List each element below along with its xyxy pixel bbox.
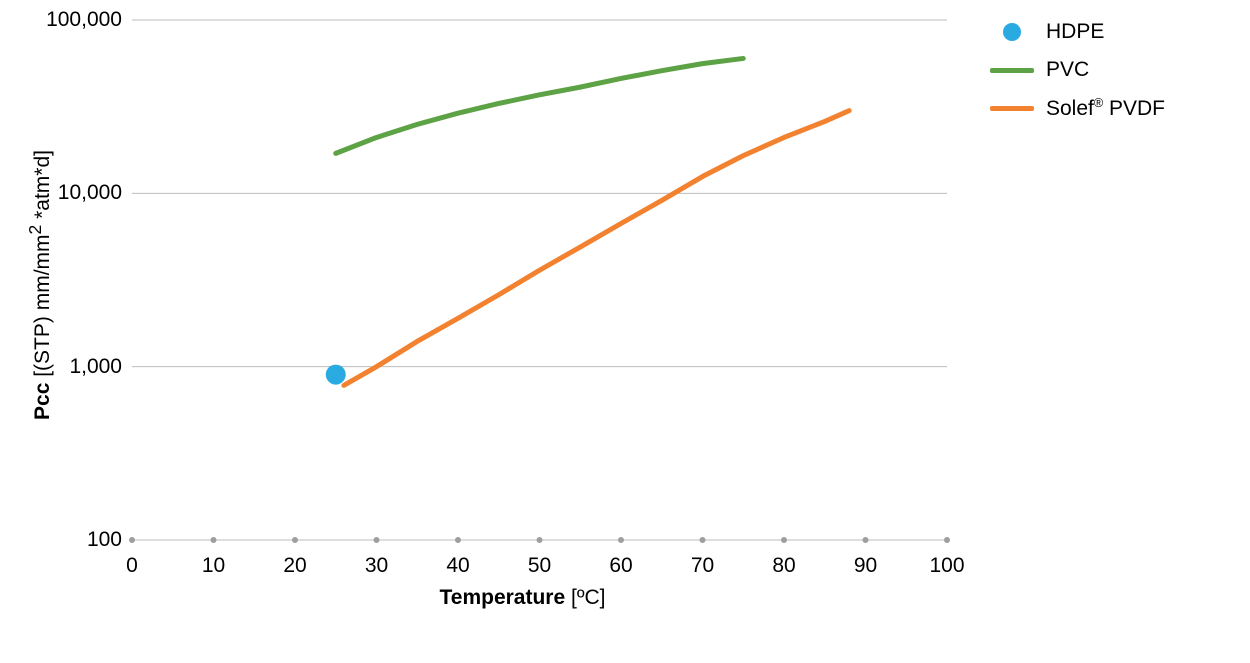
y-tick-label: 100,000 <box>46 8 122 32</box>
legend-item-hdpe-label: HDPE <box>1046 20 1104 44</box>
legend-item-pvc-swatch <box>990 68 1034 73</box>
x-tick-dot <box>455 537 461 543</box>
chart-container: Pcc [(STP) mm/mm2 *atm*d] 1001,00010,000… <box>0 0 1250 663</box>
x-axis-label-bold: Temperature <box>440 586 566 609</box>
legend-item-pvc-label: PVC <box>1046 58 1089 82</box>
x-tick-dot <box>781 537 787 543</box>
x-tick-dot <box>211 537 217 543</box>
x-tick-label: 70 <box>678 554 728 578</box>
x-tick-label: 20 <box>270 554 320 578</box>
series-pvc-line <box>336 58 744 153</box>
x-tick-dot <box>374 537 380 543</box>
x-axis-label: Temperature [ºC] <box>440 586 606 610</box>
series-hdpe-point <box>326 365 346 385</box>
x-tick-label: 100 <box>922 554 972 578</box>
legend-item-solef-label: Solef® PVDF <box>1046 96 1165 121</box>
x-tick-dot <box>292 537 298 543</box>
legend-item-hdpe: HDPE <box>990 18 1165 46</box>
x-tick-label: 50 <box>515 554 565 578</box>
x-tick-dot <box>863 537 869 543</box>
legend-item-hdpe-swatch <box>990 23 1034 41</box>
x-tick-label: 80 <box>759 554 809 578</box>
x-tick-dot <box>700 537 706 543</box>
legend-item-solef: Solef® PVDF <box>990 94 1165 122</box>
x-tick-label: 0 <box>107 554 157 578</box>
legend: HDPE PVC Solef® PVDF <box>990 18 1165 132</box>
y-tick-label: 1,000 <box>69 355 122 379</box>
x-tick-dot <box>944 537 950 543</box>
x-tick-label: 90 <box>841 554 891 578</box>
y-tick-label: 10,000 <box>58 181 122 205</box>
y-tick-label: 100 <box>87 528 122 552</box>
legend-item-solef-swatch <box>990 106 1034 111</box>
x-tick-label: 10 <box>189 554 239 578</box>
x-tick-dot <box>618 537 624 543</box>
legend-item-pvc: PVC <box>990 56 1165 84</box>
x-tick-dot <box>537 537 543 543</box>
x-tick-label: 60 <box>596 554 646 578</box>
x-tick-label: 40 <box>433 554 483 578</box>
x-tick-dot <box>129 537 135 543</box>
x-tick-label: 30 <box>352 554 402 578</box>
x-axis-label-rest: [ºC] <box>565 586 605 609</box>
series-solef-line <box>344 111 849 386</box>
